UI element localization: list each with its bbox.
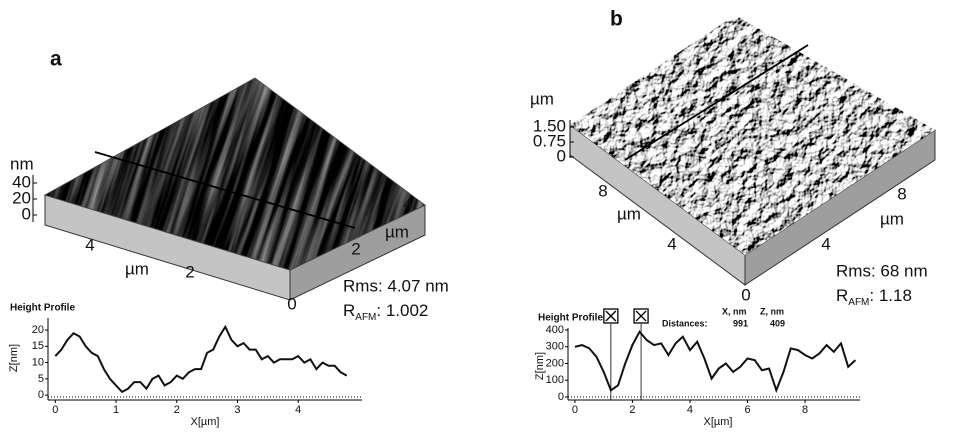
profile-title: Height Profile [10,303,75,314]
z-tick-label: 0 [22,204,31,223]
z-unit: µm [530,89,554,108]
surface-edge [43,77,426,271]
surface-wall [744,129,936,286]
y-axis-label: Z[nm] [534,352,546,380]
r-afm-part: AFM [355,312,376,323]
x-tick-label: 2 [174,404,180,416]
z-tick-label: 0 [557,146,566,165]
z-tick-label: 1.50 [533,116,566,135]
x-axis-label: X[µm] [191,416,220,428]
r-afm-part: R [836,286,848,305]
surface-tick-label: 2 [185,262,194,281]
panel-label: b [610,8,623,31]
distances-label: Distances: [662,318,708,328]
r-afm-label: RAFM: 1.002 [343,301,428,322]
x-tick-label: 2 [629,404,635,416]
distance-value: 991 [733,318,748,328]
z-unit: nm [10,154,34,173]
r-afm-part: : 1.18 [869,286,912,305]
x-axis-label: X[µm] [704,416,733,428]
surface-tick-label: 0 [287,294,296,313]
profile-line [624,44,809,161]
x-tick-label: 0 [572,404,578,416]
surface-axis-unit: µm [125,259,149,278]
r-afm-part: : 1.002 [376,301,428,320]
x-tick-label: 3 [234,404,240,416]
z-tick-label: 20 [12,188,31,207]
cursor-cross [635,310,647,322]
y-tick-label: 100 [546,374,564,386]
rms-label: Rms: 68 nm [836,261,928,280]
profile-title: Height Profile [538,313,603,324]
x-tick-label: 0 [52,404,58,416]
cursor-cross [605,310,617,322]
surface-axis-unit: µm [880,209,904,228]
r-afm-label: RAFM: 1.18 [836,286,912,307]
surface-tick-label: 4 [85,235,94,254]
profile-line [94,151,356,229]
surface-tick-label: 8 [897,184,906,203]
surface-tick-label: 2 [351,239,360,258]
y-tick-label: 0 [38,389,44,401]
surface-tick-label: 4 [403,194,412,213]
x-tick-label: 6 [744,404,750,416]
y-tick-label: 15 [32,340,44,352]
x-tick-label: 8 [802,404,808,416]
y-tick-label: 200 [546,357,564,369]
profile-curve [574,329,857,394]
surface-axis-unit: µm [385,222,409,241]
y-axis-label: Z[nm] [8,344,20,372]
panel-label: a [50,48,62,71]
profile-curve [54,324,348,394]
x-tick-label: 4 [687,404,693,416]
r-afm-part: AFM [848,297,869,308]
r-afm-part: R [343,301,355,320]
y-tick-label: 20 [32,324,44,336]
y-tick-label: 5 [38,373,44,385]
z-tick-label: 0.75 [533,131,566,150]
y-tick-label: 300 [546,341,564,353]
rms-label: Rms: 4.07 nm [343,276,449,295]
distance-value: 409 [770,318,785,328]
y-tick-label: 10 [32,356,44,368]
y-tick-label: 400 [546,324,564,336]
surface-tick-label: 4 [821,234,830,253]
y-tick-label: 0 [558,391,564,403]
z-tick-label: 40 [12,172,31,191]
surface-tick-label: 0 [741,285,750,304]
x-tick-label: 4 [295,404,301,416]
x-tick-label: 1 [113,404,119,416]
cursor-header: X, nm [722,306,747,316]
surface-tick-label: 4 [667,234,676,253]
cursor-header: Z, nm [760,306,784,316]
surface-axis-unit: µm [617,204,641,223]
surface-tick-label: 8 [598,181,607,200]
